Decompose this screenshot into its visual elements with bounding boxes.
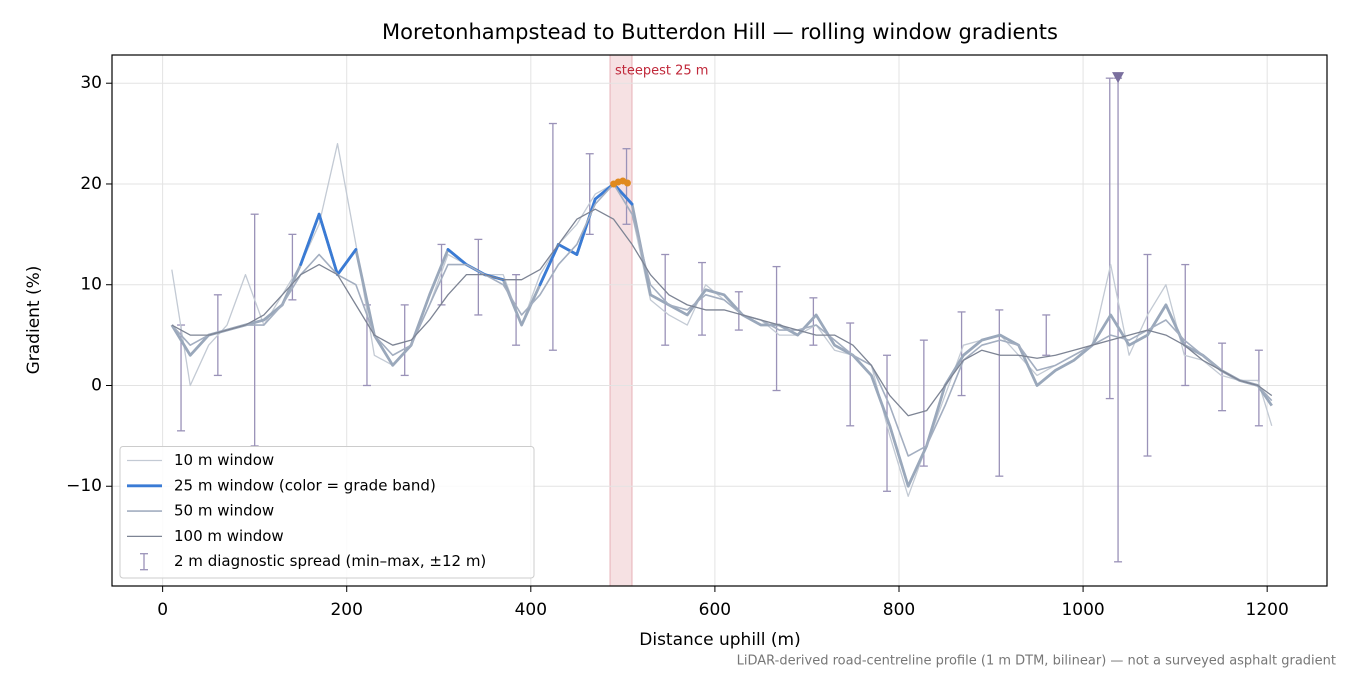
grade-band-segment: [317, 212, 339, 277]
steepest-point: [623, 179, 631, 187]
grade-band-segment: [336, 248, 358, 277]
x-tick-label: 1200: [1246, 600, 1289, 620]
series-line: [171, 208, 1273, 417]
grade-band-segment: [575, 197, 597, 256]
y-tick-label: 30: [80, 73, 102, 93]
legend-label: 10 m window: [174, 451, 274, 469]
plot-frame: [111, 54, 1328, 587]
y-tick-label: −10: [66, 476, 102, 496]
y-tick-label: 0: [91, 375, 102, 395]
grade-band-segment: [557, 243, 579, 256]
x-tick-label: 400: [515, 600, 547, 620]
legend: 10 m window 25 m window (color = grade ba…: [119, 446, 535, 579]
footnote: LiDAR-derived road-centreline profile (1…: [737, 654, 1336, 669]
overflow-marker: [1112, 72, 1125, 84]
x-tick-label: 0: [157, 600, 168, 620]
y-tick-label: 20: [80, 174, 102, 194]
steepest-span: [609, 54, 633, 587]
series-line: [170, 182, 1273, 488]
x-axis-label: Distance uphill (m): [639, 630, 800, 650]
x-tick-label: 800: [883, 600, 915, 620]
grade-band-segment: [538, 243, 560, 287]
y-axis-label: Gradient (%): [24, 266, 44, 375]
steepest-label: steepest 25 m: [615, 64, 708, 79]
grade-band-segment: [446, 248, 468, 266]
grade-band-segment: [612, 182, 634, 206]
grade-band-segment: [299, 212, 321, 266]
legend-label: 100 m window: [174, 527, 284, 545]
legend-label: 2 m diagnostic spread (min–max, ±12 m): [174, 552, 486, 570]
chart-title: Moretonhampstead to Butterdon Hill — rol…: [382, 20, 1058, 44]
x-tick-label: 600: [699, 600, 731, 620]
legend-box: [119, 446, 535, 579]
x-tick-label: 1000: [1061, 600, 1104, 620]
legend-label: 25 m window (color = grade band): [174, 476, 436, 494]
x-tick-label: 200: [330, 600, 362, 620]
y-tick-label: 10: [80, 275, 102, 295]
legend-label: 50 m window: [174, 502, 274, 520]
